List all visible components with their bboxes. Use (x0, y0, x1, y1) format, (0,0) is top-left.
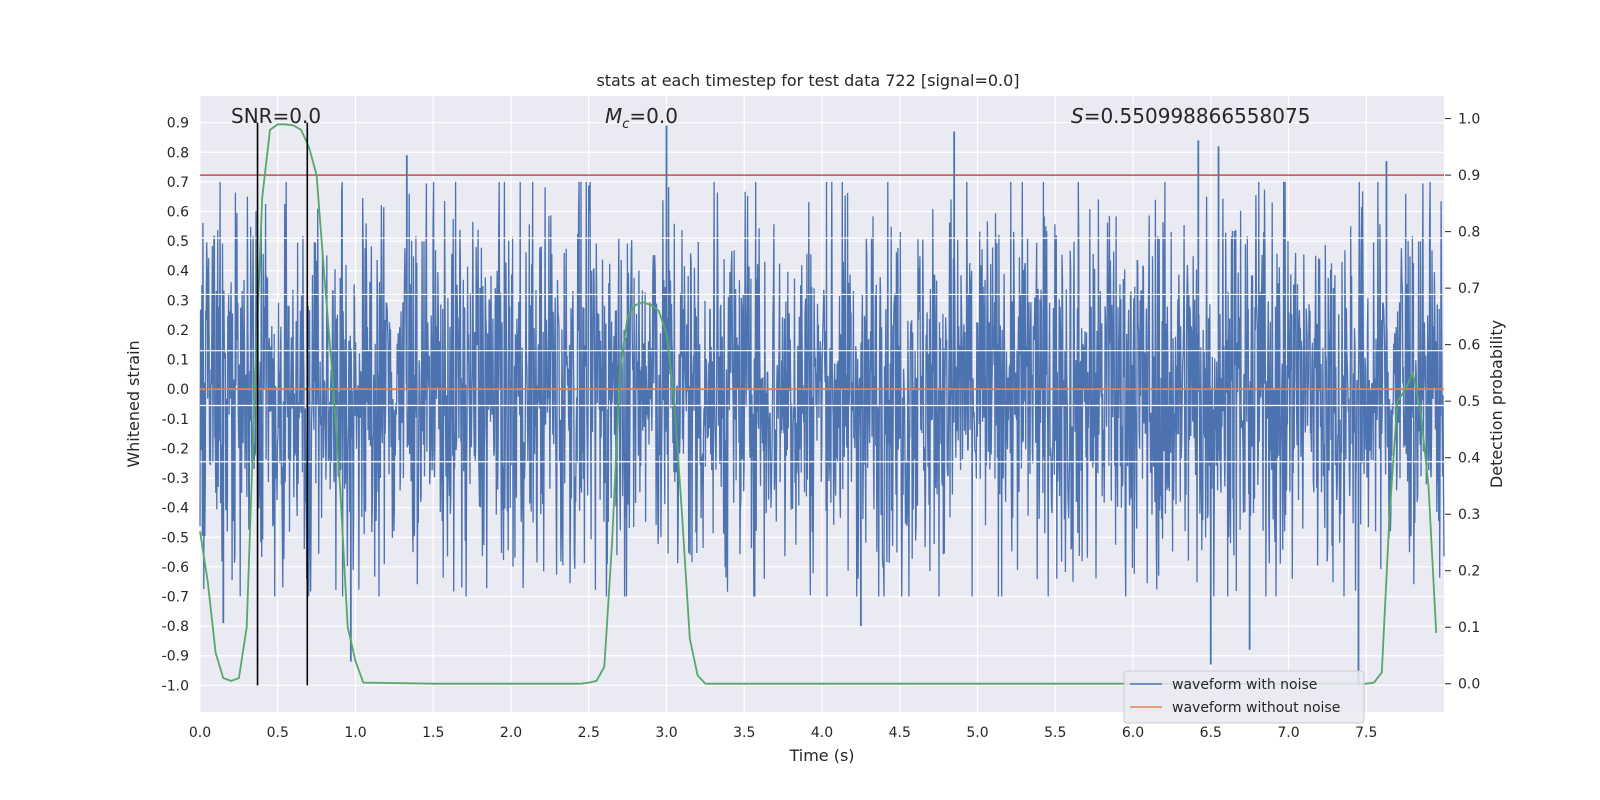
snr-annotation: SNR=0.0 (231, 104, 321, 128)
y-tick-label: -0.4 (162, 501, 189, 517)
y-tick-label: 0.1 (167, 353, 189, 369)
y-tick-label: 0.3 (167, 293, 189, 309)
y2-tick-label: 0.1 (1458, 620, 1480, 636)
y2-tick-label: 0.2 (1458, 564, 1480, 580)
y2-tick-label: 0.3 (1458, 507, 1480, 523)
x-tick-label: 3.0 (655, 725, 677, 741)
y-tick-label: -0.7 (162, 590, 189, 606)
x-tick-label: 5.5 (1044, 725, 1066, 741)
legend-label-with-noise: waveform with noise (1172, 677, 1317, 693)
y2-tick-label: 0.6 (1458, 338, 1480, 354)
y-tick-label: -0.9 (162, 649, 189, 665)
y2-tick-label: 0.0 (1458, 677, 1480, 693)
y-tick-label: -0.8 (162, 619, 189, 635)
y-tick-label: 0.7 (167, 175, 189, 191)
x-tick-label: 6.0 (1122, 725, 1144, 741)
series-waveform-with-noise (199, 181, 1445, 597)
x-tick-label: 2.5 (578, 725, 600, 741)
y-tick-label: -0.3 (162, 471, 189, 487)
y-tick-label: -0.2 (162, 441, 189, 457)
ticks: 0.0 0.5 1.0 1.5 2.0 2.5 3.0 3.5 4.0 4.5 5.0 5.5 6.0 6… (162, 112, 1481, 741)
x-tick-label: 0.5 (267, 725, 289, 741)
noise-series (199, 125, 1445, 686)
y-tick-label: -0.1 (162, 412, 189, 428)
y-axis-label: Whitened strain (124, 340, 143, 467)
mc-value: =0.0 (629, 104, 678, 128)
x-tick-label: 6.5 (1200, 725, 1222, 741)
s-annotation: S=0.550998866558075 (1071, 104, 1310, 128)
y-tick-label: -0.6 (162, 560, 189, 576)
y-tick-label: 0.5 (167, 234, 189, 250)
y2-axis-label: Detection probability (1487, 320, 1506, 488)
y-tick-label: 0.0 (167, 382, 189, 398)
legend-label-without-noise: waveform without noise (1172, 700, 1340, 716)
y2-tick-label: 0.4 (1458, 451, 1480, 467)
s-value: =0.550998866558075 (1084, 104, 1311, 128)
y-tick-label: 0.6 (167, 205, 189, 221)
legend-box (1123, 670, 1365, 724)
mc-symbol: M (605, 104, 622, 128)
y-tick-label: 0.8 (167, 145, 189, 161)
y2-tick-label: 0.8 (1458, 225, 1480, 241)
y2-tick-label: 1.0 (1458, 112, 1480, 128)
x-tick-label: 3.5 (733, 725, 755, 741)
y2-tick-label: 0.9 (1458, 168, 1480, 184)
x-tick-label: 7.5 (1355, 725, 1377, 741)
y-tick-label: 0.9 (167, 116, 189, 132)
y2-tick-label: 0.7 (1458, 281, 1480, 297)
legend: waveform with noise waveform without noi… (1123, 670, 1365, 724)
x-tick-label: 1.0 (344, 725, 366, 741)
x-tick-label: 2.0 (500, 725, 522, 741)
x-tick-label: 4.5 (889, 725, 911, 741)
y-tick-label: 0.2 (167, 323, 189, 339)
y2-tick-label: 0.5 (1458, 394, 1480, 410)
x-tick-label: 1.5 (422, 725, 444, 741)
x-axis-label: Time (s) (788, 746, 854, 765)
x-tick-label: 5.0 (966, 725, 988, 741)
y-tick-label: -0.5 (162, 530, 189, 546)
y-tick-label: -1.0 (162, 678, 189, 694)
x-tick-label: 7.0 (1277, 725, 1299, 741)
y-tick-label: 0.4 (167, 264, 189, 280)
x-tick-label: 0.0 (189, 725, 211, 741)
chart-title: stats at each timestep for test data 722… (596, 71, 1019, 90)
mc-subscript: c (622, 117, 629, 132)
x-tick-label: 4.0 (811, 725, 833, 741)
mc-annotation: Mc=0.0 (605, 104, 678, 132)
s-symbol: S (1071, 104, 1084, 128)
